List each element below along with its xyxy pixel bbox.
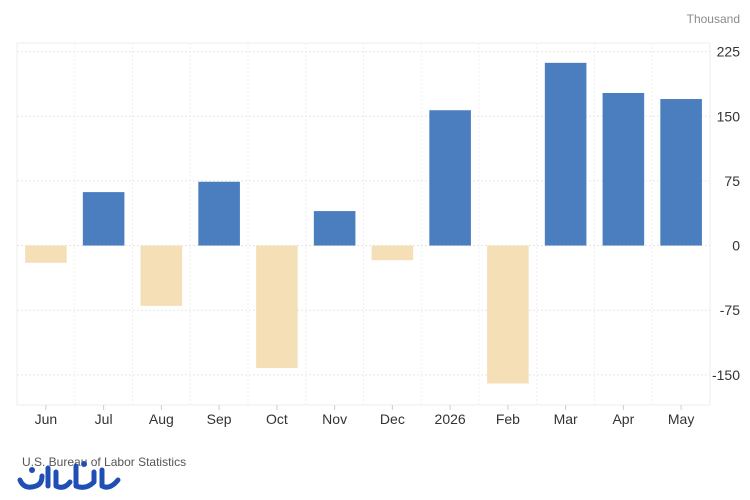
x-tick-label: Mar xyxy=(554,411,578,427)
bar-jul[interactable] xyxy=(82,192,125,246)
x-tick-label: Sep xyxy=(207,411,232,427)
x-tick-label: 2026 xyxy=(435,411,466,427)
x-tick-label: Jul xyxy=(95,411,113,427)
bar-2026[interactable] xyxy=(429,110,471,246)
bar-sep[interactable] xyxy=(198,181,240,246)
grid-layer xyxy=(16,42,711,406)
y-tick-label: 225 xyxy=(717,44,741,60)
y-tick-label: 0 xyxy=(732,238,740,254)
bar-layer xyxy=(25,62,702,384)
source-label: U.S. Bureau of Labor Statistics xyxy=(22,455,187,469)
y-tick-label: 150 xyxy=(717,108,741,124)
bar-aug[interactable] xyxy=(140,245,183,306)
x-tick-label: Aug xyxy=(149,411,174,427)
bar-dec[interactable] xyxy=(371,245,414,261)
x-tick-label: May xyxy=(668,411,694,427)
bar-feb[interactable] xyxy=(487,245,529,384)
unit-label: Thousand xyxy=(687,12,740,26)
x-tick-label: Jun xyxy=(35,411,58,427)
bar-mar[interactable] xyxy=(544,62,587,246)
bar-jun[interactable] xyxy=(25,245,67,263)
x-tick-label: Apr xyxy=(612,411,634,427)
x-tick-label: Nov xyxy=(322,411,347,427)
x-tick-label: Dec xyxy=(380,411,405,427)
bar-apr[interactable] xyxy=(602,92,645,246)
logo-icon xyxy=(17,461,121,490)
bar-may[interactable] xyxy=(660,99,702,246)
y-tick-label: 75 xyxy=(724,173,740,189)
bar-oct[interactable] xyxy=(256,245,298,368)
axis-layer: 225 150 75 0 -75 -150 Jun Jul Aug Sep Oct Nov Dec 202… xyxy=(35,44,741,427)
bar-nov[interactable] xyxy=(313,211,356,246)
x-tick-label: Oct xyxy=(266,411,288,427)
x-tick-label: Feb xyxy=(496,411,520,427)
y-tick-label: -75 xyxy=(720,302,740,318)
y-tick-label: -150 xyxy=(712,367,740,383)
